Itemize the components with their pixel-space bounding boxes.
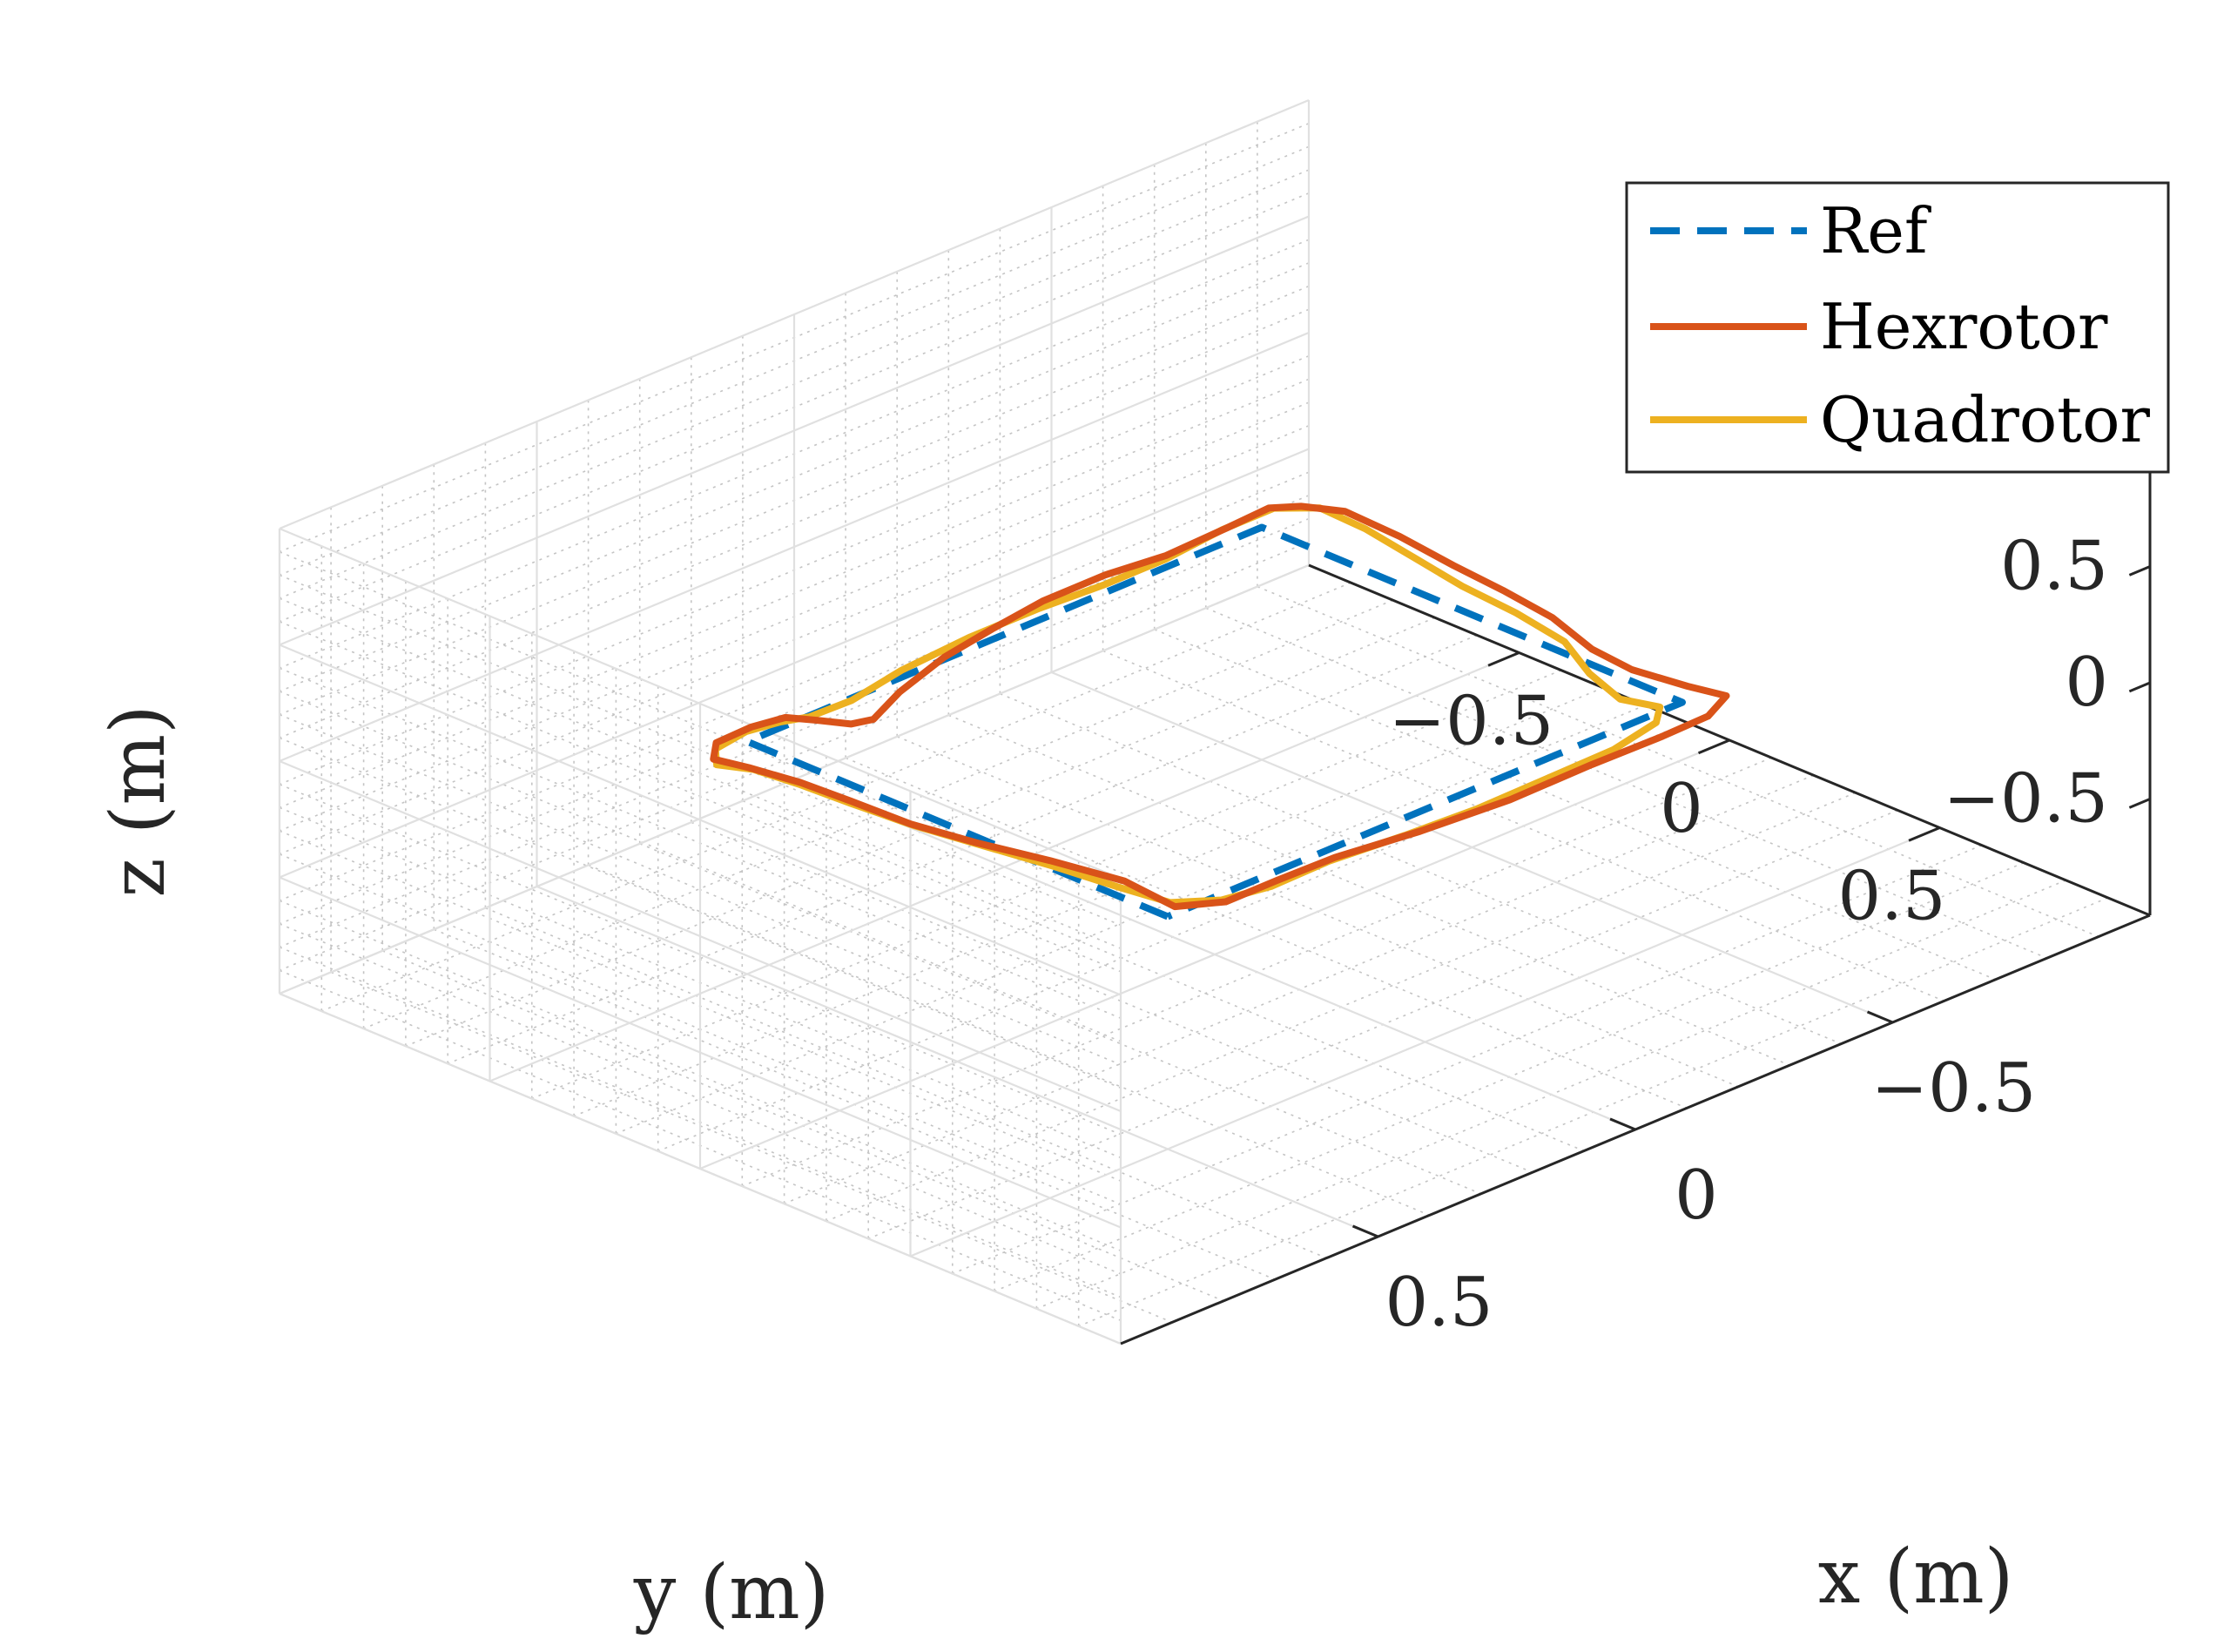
x-tick-label: −0.5 (1871, 1049, 2036, 1128)
major-grid-line-wallx-z (279, 527, 1122, 880)
major-grid-line-wally-z (279, 215, 1310, 646)
major-grid-line-wally-z (279, 98, 1310, 530)
series-line-quadrotor (711, 504, 1664, 907)
y-tick-label: 0 (1660, 770, 1703, 848)
major-grid-line-wally-z (279, 331, 1310, 763)
x-tick-label: 0 (1675, 1156, 1718, 1235)
y-tick-mark (1697, 738, 1730, 755)
major-grid-line-floor-y (699, 738, 1730, 1170)
z-tick-mark (2128, 681, 2151, 693)
major-grid-line-floor-x (279, 992, 1122, 1345)
y-tick-label: −0.5 (1389, 683, 1553, 761)
y-tick-label: 0.5 (1837, 858, 1945, 936)
legend-label-hexrotor: Hexrotor (1820, 290, 2108, 363)
x-tick-label: 0.5 (1385, 1264, 1493, 1342)
tick-marks-and-labels: −0.5 0 0.5 −0.5 0 0.5 −0.5 0 0.5 (1351, 528, 2151, 1342)
x-axis-label: x (m) (1818, 1534, 2014, 1621)
legend-label-ref: Ref (1820, 194, 1931, 267)
series-layer (710, 502, 1730, 920)
z-tick-mark (2128, 565, 2151, 577)
z-axis-label: z (m) (95, 705, 182, 897)
z-tick-label: −0.5 (1944, 760, 2108, 839)
legend-label-quadrotor: Quadrotor (1820, 383, 2150, 456)
z-tick-label: 0.5 (2000, 528, 2108, 606)
y-tick-mark (1487, 651, 1520, 667)
y-tick-mark (1908, 826, 1941, 842)
major-grid-line-floor-x (536, 885, 1378, 1238)
series-line-ref (744, 523, 1686, 920)
z-tick-mark (2128, 798, 2151, 809)
x-tick-mark (1866, 1010, 1894, 1024)
major-grid-line-wallx-z (279, 759, 1122, 1113)
x-tick-mark (1351, 1224, 1379, 1238)
x-tick-mark (1609, 1117, 1636, 1131)
major-grid-line-wallx-z (279, 644, 1122, 996)
legend[interactable]: Ref Hexrotor Quadrotor (1625, 181, 2170, 474)
z-tick-label: 0 (2065, 644, 2108, 722)
major-grid-line-floor-y (910, 826, 1940, 1258)
y-axis-label: y (m) (633, 1549, 830, 1636)
series-line-hexrotor (710, 502, 1730, 911)
